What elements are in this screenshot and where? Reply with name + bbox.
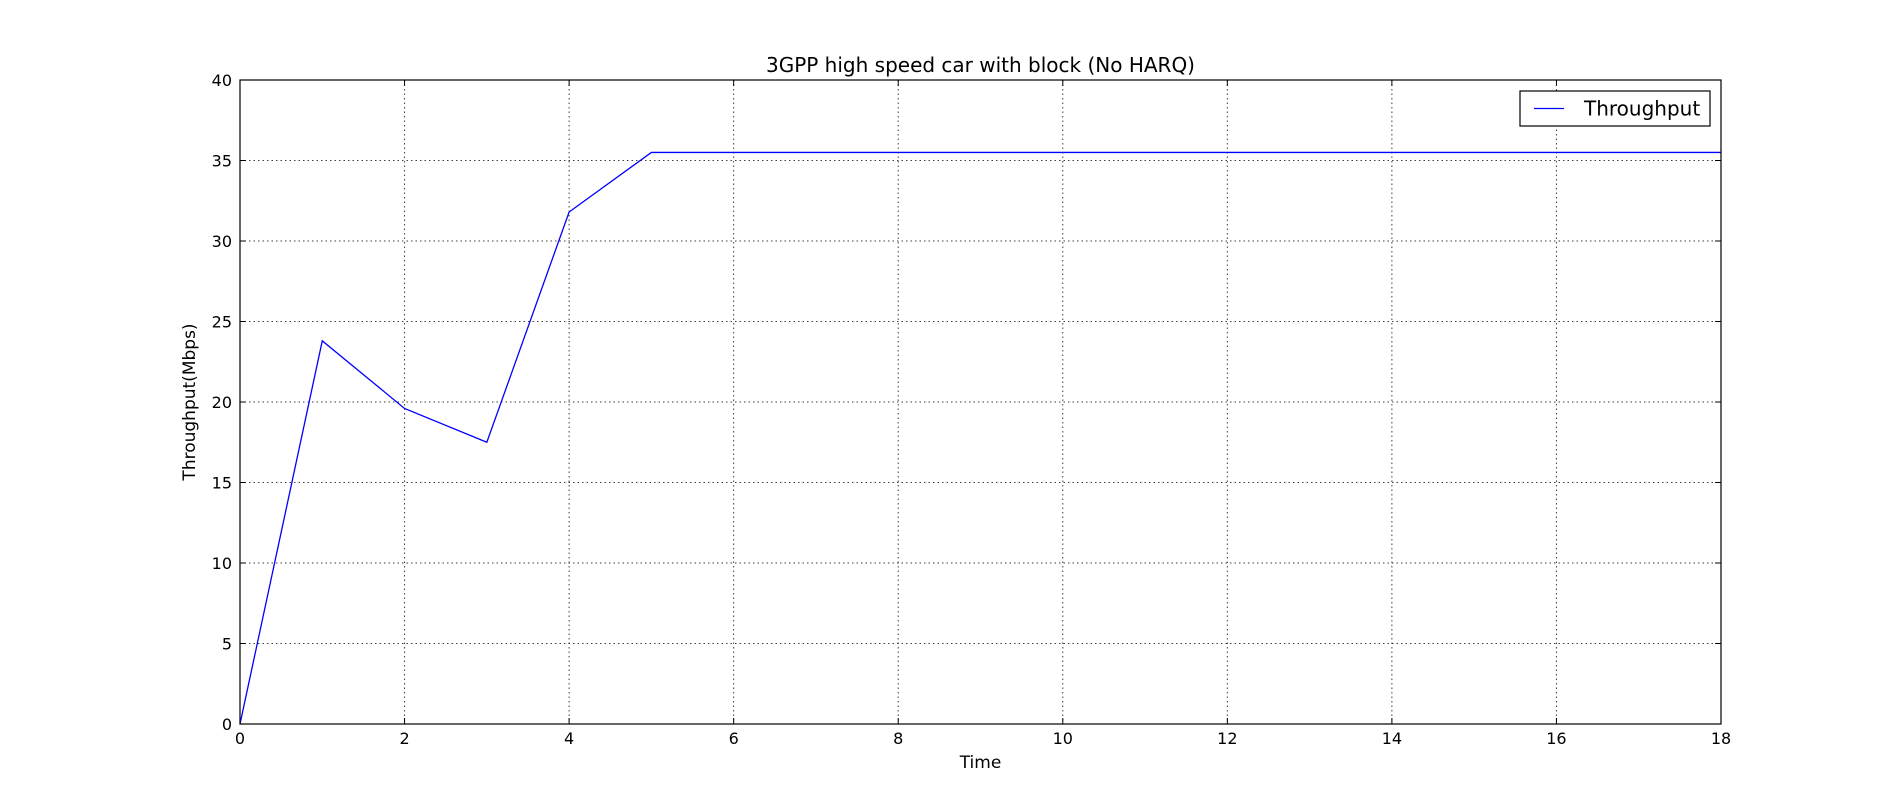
x-tick-label: 6 [729,729,739,748]
y-tick-label: 25 [212,313,232,332]
y-tick-label: 35 [212,152,232,171]
x-tick-label: 12 [1217,729,1237,748]
x-tick-label: 8 [893,729,903,748]
y-tick-label: 40 [212,71,232,90]
y-tick-label: 30 [212,232,232,251]
x-tick-label: 10 [1053,729,1073,748]
x-tick-label: 14 [1382,729,1402,748]
y-axis-label: Throughput(Mbps) [180,323,200,481]
x-tick-label: 18 [1711,729,1731,748]
axis-ticks: 0 2 4 6 8 10 12 14 16 18 0 5 10 15 20 25 30 35 40 [212,71,1732,748]
y-tick-label: 0 [222,715,232,734]
y-tick-label: 15 [212,474,232,493]
plot-frame [239,79,1722,725]
y-tick-label: 5 [222,635,232,654]
series-line-throughput [239,151,1721,725]
series-layer [239,151,1721,725]
legend-label-throughput: Throughput [1583,97,1700,121]
x-tick-label: 16 [1546,729,1566,748]
x-axis-label: Time [959,753,1002,773]
y-tick-label: 20 [212,393,232,412]
y-tick-label: 10 [212,554,232,573]
x-tick-label: 2 [399,729,409,748]
legend: Throughput [1519,90,1711,127]
x-tick-label: 4 [564,729,574,748]
x-tick-label: 0 [235,729,245,748]
chart-title: 3GPP high speed car with block (No HARQ) [766,53,1195,77]
grid [239,79,1722,725]
